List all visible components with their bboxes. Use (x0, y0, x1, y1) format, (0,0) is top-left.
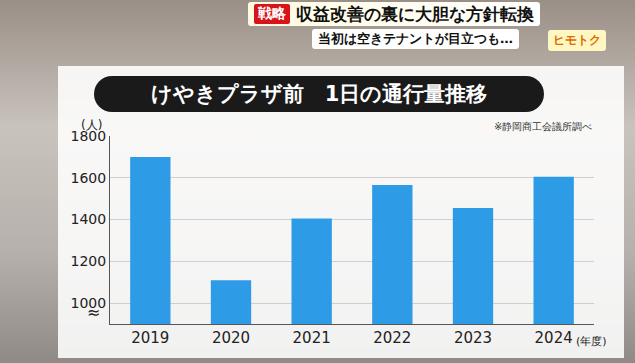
svg-text:※静岡商工会議所調べ: ※静岡商工会議所調べ (494, 121, 592, 132)
svg-text:2020: 2020 (212, 329, 250, 347)
html-text:けやきプラザ前 1日の通行量推移: けやきプラザ前 1日の通行量推移 (150, 82, 488, 106)
html-text:戦略: 戦略 (258, 5, 286, 21)
svg-text:1200: 1200 (71, 253, 107, 269)
svg-text:≈: ≈ (87, 303, 100, 322)
svg-text:2023: 2023 (454, 329, 492, 347)
svg-text:1800: 1800 (71, 128, 107, 144)
svg-text:1600: 1600 (71, 170, 107, 186)
svg-text:2024: 2024 (535, 329, 573, 347)
svg-text:(人): (人) (81, 118, 102, 132)
svg-text:2022: 2022 (373, 329, 411, 347)
svg-text:2021: 2021 (293, 329, 331, 347)
svg-text:(年度): (年度) (576, 335, 607, 348)
html-text:当初は空きテナントが目立つも…: 当初は空きテナントが目立つも… (318, 31, 513, 46)
html-text:収益改善の裏に大胆な方針転換: 収益改善の裏に大胆な方針転換 (296, 3, 534, 24)
svg-text:1400: 1400 (71, 211, 107, 227)
svg-text:1000: 1000 (71, 295, 107, 311)
html-text:ヒモトク: ヒモトク (553, 33, 601, 47)
svg-text:2019: 2019 (131, 329, 169, 347)
